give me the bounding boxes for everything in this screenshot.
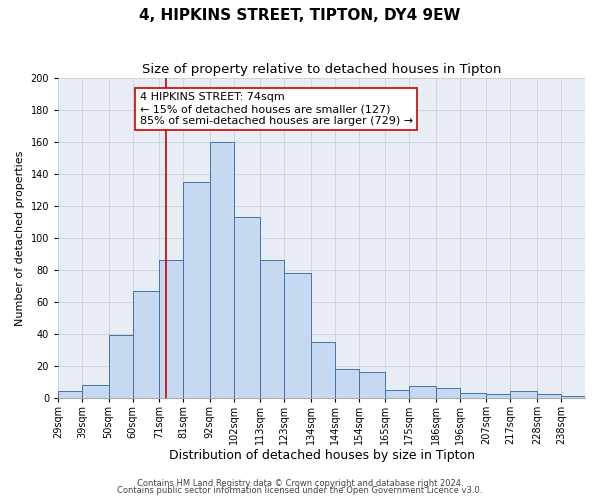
Text: 4 HIPKINS STREET: 74sqm
← 15% of detached houses are smaller (127)
85% of semi-d: 4 HIPKINS STREET: 74sqm ← 15% of detache… — [140, 92, 413, 126]
Title: Size of property relative to detached houses in Tipton: Size of property relative to detached ho… — [142, 62, 501, 76]
Bar — [335, 369, 359, 398]
Bar — [234, 217, 260, 398]
Bar — [209, 142, 234, 398]
Bar — [537, 394, 561, 398]
Text: 4, HIPKINS STREET, TIPTON, DY4 9EW: 4, HIPKINS STREET, TIPTON, DY4 9EW — [139, 8, 461, 22]
Bar — [58, 391, 82, 398]
Bar — [436, 388, 460, 398]
Bar — [284, 273, 311, 398]
Bar — [359, 372, 385, 398]
Bar — [159, 260, 183, 398]
Text: Contains HM Land Registry data © Crown copyright and database right 2024.: Contains HM Land Registry data © Crown c… — [137, 478, 463, 488]
Bar — [109, 336, 133, 398]
Bar — [82, 385, 109, 398]
Bar — [183, 182, 209, 398]
Bar — [561, 396, 585, 398]
Bar — [133, 290, 159, 398]
Bar — [409, 386, 436, 398]
X-axis label: Distribution of detached houses by size in Tipton: Distribution of detached houses by size … — [169, 450, 475, 462]
Y-axis label: Number of detached properties: Number of detached properties — [15, 150, 25, 326]
Bar — [385, 390, 409, 398]
Bar — [311, 342, 335, 398]
Text: Contains public sector information licensed under the Open Government Licence v3: Contains public sector information licen… — [118, 486, 482, 495]
Bar — [260, 260, 284, 398]
Bar — [487, 394, 511, 398]
Bar — [460, 393, 487, 398]
Bar — [511, 391, 537, 398]
